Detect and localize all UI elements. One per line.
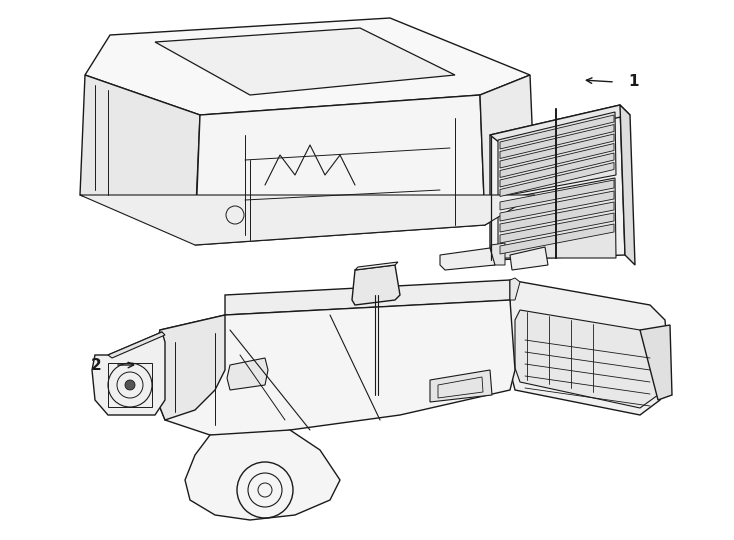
Polygon shape xyxy=(500,144,614,178)
Polygon shape xyxy=(440,248,495,270)
Polygon shape xyxy=(500,125,614,159)
Circle shape xyxy=(125,380,135,390)
Polygon shape xyxy=(490,105,625,260)
Polygon shape xyxy=(195,95,485,245)
Polygon shape xyxy=(491,243,505,265)
Polygon shape xyxy=(510,280,670,415)
Polygon shape xyxy=(175,315,495,432)
Polygon shape xyxy=(640,325,672,400)
Polygon shape xyxy=(500,191,614,221)
Polygon shape xyxy=(510,278,520,300)
Polygon shape xyxy=(500,134,614,168)
Polygon shape xyxy=(185,430,340,520)
Polygon shape xyxy=(108,332,165,358)
Text: 2: 2 xyxy=(91,357,102,373)
Polygon shape xyxy=(85,18,530,115)
Polygon shape xyxy=(80,195,535,245)
Polygon shape xyxy=(500,224,614,254)
Polygon shape xyxy=(498,178,616,258)
Polygon shape xyxy=(500,180,614,210)
Polygon shape xyxy=(80,75,200,230)
Polygon shape xyxy=(355,262,398,270)
Polygon shape xyxy=(510,247,548,270)
Polygon shape xyxy=(515,310,658,408)
Text: 1: 1 xyxy=(628,75,639,90)
Polygon shape xyxy=(480,75,535,225)
Polygon shape xyxy=(500,163,614,197)
Polygon shape xyxy=(620,105,635,265)
Polygon shape xyxy=(500,153,614,187)
Polygon shape xyxy=(155,315,225,420)
Polygon shape xyxy=(500,115,614,149)
Polygon shape xyxy=(92,332,165,415)
Polygon shape xyxy=(155,28,455,95)
Polygon shape xyxy=(352,265,400,305)
Polygon shape xyxy=(155,300,515,440)
Polygon shape xyxy=(500,202,614,232)
Polygon shape xyxy=(227,358,268,390)
Polygon shape xyxy=(225,280,515,315)
Polygon shape xyxy=(500,213,614,243)
Polygon shape xyxy=(498,112,616,197)
Polygon shape xyxy=(490,105,630,143)
Polygon shape xyxy=(430,370,492,402)
